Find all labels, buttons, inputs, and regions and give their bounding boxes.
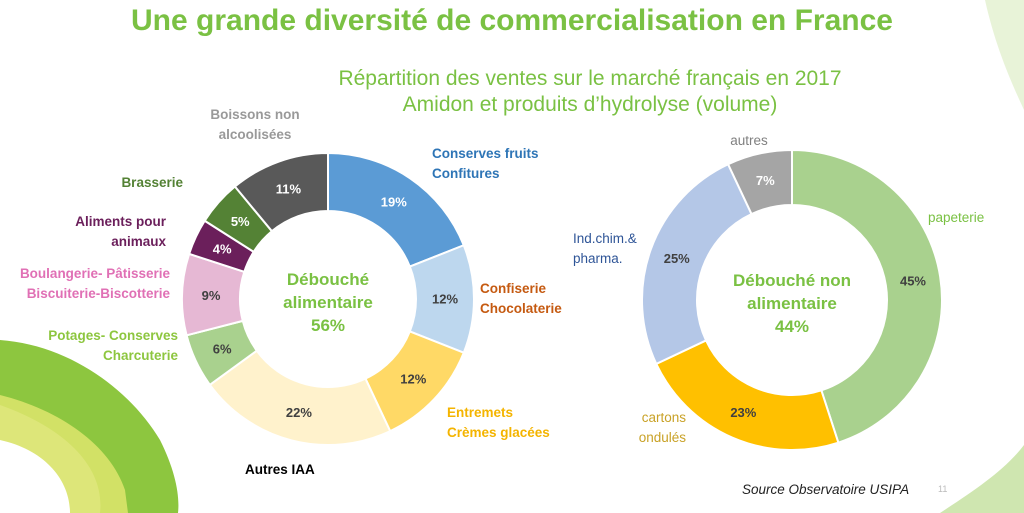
- slice-label-entremets-cremes-glacees: Entremets Crèmes glacées: [447, 405, 550, 440]
- slice-label-autres-iaa: Autres IAA: [245, 462, 315, 477]
- source-note: Source Observatoire USIPA: [742, 482, 910, 497]
- donut-chart-non-alimentaire: 45% papeterie 23% cartons ondulés 25% Ind.chim…: [573, 133, 984, 451]
- donut-center-label: Débouché alimentaire 56%: [283, 270, 373, 335]
- slice-label-potages-conserves-charcuterie: Potages- Conserves Charcuterie: [48, 328, 178, 363]
- slice-boissons-non-alcoolisees: [233, 151, 329, 233]
- slice-value-potages-conserves-charcuterie: 6%: [213, 341, 232, 356]
- chart-subtitle: Répartition des ventes sur le marché fra…: [300, 66, 880, 118]
- slice-value-brasserie: 5%: [231, 214, 250, 229]
- slice-value-papeterie: 45%: [900, 273, 926, 288]
- slice-label-papeterie: papeterie: [928, 210, 984, 225]
- slice-value-cartons-ondules: 23%: [730, 405, 756, 420]
- page-number: 11: [938, 484, 948, 494]
- slice-autres-iaa: [208, 349, 392, 446]
- slice-cartons-ondules: [654, 339, 840, 451]
- slice-autres: [726, 148, 793, 216]
- slice-value-aliments-pour-animaux: 4%: [213, 242, 232, 257]
- swoosh-right-green-light: [940, 445, 1024, 513]
- slice-value-boissons-non-alcoolisees: 11%: [276, 181, 302, 196]
- slice-value-entremets-cremes-glacees: 12%: [400, 372, 426, 387]
- slice-value-boulangerie-patisserie-biscuiterie-biscotterie: 9%: [202, 288, 221, 303]
- swoosh-right-green: [985, 0, 1024, 110]
- slice-label-boissons-non-alcoolisees: Boissons non alcoolisées: [210, 107, 299, 142]
- subtitle-line-2: Amidon et produits d’hydrolyse (volume): [402, 93, 778, 116]
- slice-label-aliments-pour-animaux: Aliments pour animaux: [75, 214, 167, 249]
- slice-papeterie: [791, 148, 943, 444]
- donut-center-label: Débouché non alimentaire 44%: [733, 271, 851, 336]
- swoosh-left-green: [0, 340, 179, 513]
- donut-chart-alimentaire: 19% Conserves fruits Confitures 12% Confiser…: [20, 107, 562, 477]
- slice-ind-chim-pharma: [641, 162, 753, 366]
- slice-value-autres: 7%: [756, 173, 775, 188]
- page-title: Une grande diversité de commercialisatio…: [131, 4, 893, 37]
- slice-label-conserves-fruits-confitures: Conserves fruits Confitures: [432, 146, 539, 181]
- slice-label-autres: autres: [730, 133, 768, 148]
- slice-label-cartons-ondules: cartons ondulés: [639, 410, 687, 445]
- swoosh-left-yellow: [0, 395, 128, 513]
- slice-value-confiserie-chocolaterie: 12%: [432, 292, 458, 307]
- subtitle-line-1: Répartition des ventes sur le marché fra…: [338, 67, 842, 90]
- slice-label-brasserie: Brasserie: [121, 175, 183, 190]
- slice-value-autres-iaa: 22%: [286, 405, 312, 420]
- slice-label-ind-chim-pharma: Ind.chim.& pharma.: [573, 231, 637, 266]
- slice-label-confiserie-chocolaterie: Confiserie Chocolaterie: [480, 281, 562, 316]
- slice-value-conserves-fruits-confitures: 19%: [381, 195, 407, 210]
- slice-value-ind-chim-pharma: 25%: [664, 251, 690, 266]
- slice-label-boulangerie-patisserie-biscuiterie-biscotterie: Boulangerie- Pâtisserie Biscuiterie-Bisco…: [20, 266, 171, 301]
